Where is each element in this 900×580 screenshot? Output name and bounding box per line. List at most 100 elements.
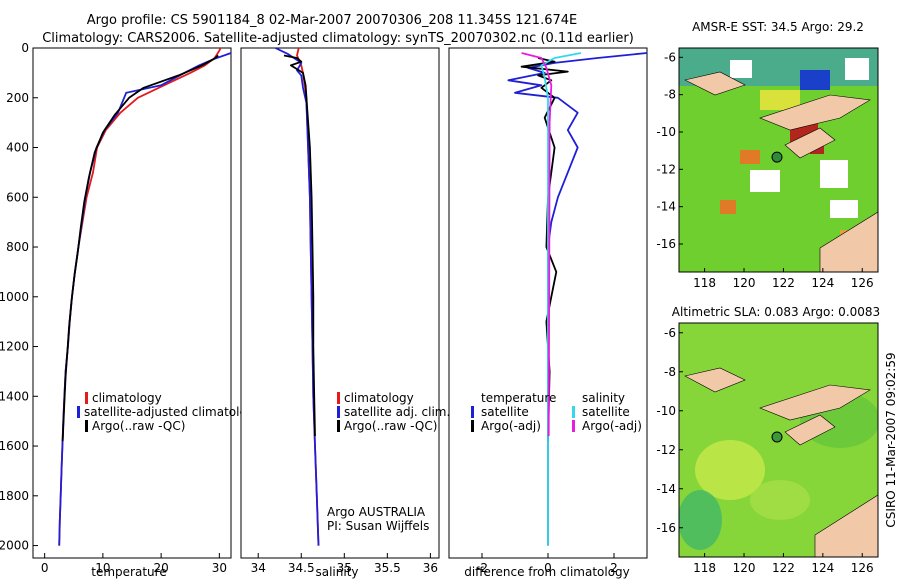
x-tick-label: 30 (212, 561, 227, 575)
sst-hot-cell (720, 200, 736, 214)
sla-high-blob (695, 440, 765, 500)
legend-title-temperature: temperature (481, 391, 556, 405)
y-tick-label: 800 (6, 240, 29, 254)
map-x-tick-label: 124 (811, 561, 834, 575)
x-tick-label: 35 (337, 561, 352, 575)
map-x-tick-label: 120 (733, 561, 756, 575)
header-line-2: Climatology: CARS2006. Satellite-adjuste… (42, 31, 634, 46)
sst-missing-cell (750, 170, 780, 192)
salinity-panel: 34 34.5 35 35.5 36 salinity climatology sate… (240, 47, 450, 579)
series-line-argo-raw-qc- (283, 54, 316, 437)
island-shape (759, 384, 871, 421)
sla-map-panel: Altimetric SLA: 0.083 Argo: 0.0083 118 12… (656, 305, 880, 575)
y-tick-label: 200 (6, 91, 29, 105)
argo-location-marker (771, 151, 783, 163)
sst-warm-cell (760, 90, 800, 110)
difference-lines (507, 52, 647, 546)
map-x-tick-label: 118 (693, 276, 716, 290)
legend-title-salinity: salinity (582, 391, 625, 405)
sla-map-frame (678, 322, 879, 558)
salinity-lines (275, 48, 320, 546)
legend-label-temp-argo: Argo(-adj) (481, 419, 541, 433)
legend-swatch-climatology (85, 392, 88, 404)
y-tick-label: 1400 (0, 389, 29, 403)
legend-label-satellite: satellite adj. clim. (344, 405, 450, 419)
legend-swatch-climatology (337, 392, 340, 404)
x-tick-label: 34.5 (288, 561, 315, 575)
y-tick-label: 1800 (0, 489, 29, 503)
y-tick-label: 400 (6, 141, 29, 155)
map-x-tick-label: 120 (733, 276, 756, 290)
map-y-tick-label: -8 (664, 88, 676, 102)
header-line-1: Argo profile: CS 5901184_8 02-Mar-2007 2… (87, 13, 577, 28)
map-y-tick-label: -16 (656, 237, 676, 251)
temperature-panel: 0 10 20 30 0 200 400 600 800 1000 1200 1400 1600 1800… (0, 41, 262, 579)
legend-label-argo: Argo(..raw -QC) (92, 419, 185, 433)
x-tick-label: 20 (153, 561, 168, 575)
sst-missing-cell (845, 58, 869, 80)
legend-label-satellite: satellite-adjusted climatology (84, 405, 262, 419)
map-x-tick-label: 122 (772, 561, 795, 575)
map-y-tick-label: -14 (656, 482, 676, 496)
sla-low-blob (679, 490, 722, 550)
y-tick-label: 2000 (0, 539, 29, 553)
difference-legend: temperature satellite Argo(-adj) salinit… (471, 391, 642, 433)
island-shape (684, 367, 746, 393)
map-x-tick-label: 126 (851, 276, 874, 290)
temperature-ticks: 0 10 20 30 0 200 400 600 800 1000 1200 1400 1600 1800… (0, 41, 227, 575)
legend-swatch-sal-satellite (572, 406, 575, 418)
island-shape (684, 71, 746, 96)
difference-ticks: -2 0 2 (476, 553, 618, 575)
temperature-lines (58, 48, 231, 546)
pi-annotation: PI: Susan Wijffels (327, 519, 429, 533)
map-y-tick-label: -6 (664, 326, 676, 340)
sst-missing-cell (830, 200, 858, 218)
sst-cold-cell (800, 70, 830, 90)
australia-coast (814, 494, 878, 557)
map-y-tick-label: -16 (656, 521, 676, 535)
legend-swatch-argo (337, 420, 340, 432)
difference-panel: -2 0 2 difference from climatology tempera… (448, 47, 648, 579)
difference-xlabel: difference from climatology (464, 565, 630, 579)
legend-label-climatology: climatology (92, 391, 162, 405)
temperature-plot-frame (32, 47, 232, 559)
map-x-tick-label: 124 (811, 276, 834, 290)
series-line-argo-raw-qc- (61, 54, 219, 442)
map-y-tick-label: -6 (664, 50, 676, 64)
salinity-ticks: 34 34.5 35 35.5 36 (251, 553, 438, 575)
legend-label-sal-satellite: satellite (582, 405, 630, 419)
island-shape (759, 94, 871, 131)
argo-program-annotation: Argo AUSTRALIA (327, 505, 426, 519)
argo-location-marker (771, 431, 783, 443)
legend-label-argo: Argo(..raw -QC) (344, 419, 437, 433)
x-tick-label: -2 (476, 561, 488, 575)
x-tick-label: 36 (423, 561, 438, 575)
map-y-tick-label: -10 (656, 125, 676, 139)
legend-swatch-temp-argo (471, 420, 474, 432)
x-tick-label: 2 (610, 561, 618, 575)
map-y-tick-label: -8 (664, 365, 676, 379)
sla-high-blob (750, 480, 810, 520)
sst-hot-cell (740, 150, 760, 164)
legend-swatch-satellite (337, 406, 340, 418)
temperature-legend: climatology satellite-adjusted climatolo… (77, 391, 262, 433)
sst-map-panel: AMSR-E SST: 34.5 Argo: 29.2 118 120 122 124… (656, 20, 879, 290)
y-tick-label: 1200 (0, 340, 29, 354)
legend-swatch-temp-satellite (471, 406, 474, 418)
map-x-tick-label: 126 (851, 561, 874, 575)
salinity-legend: climatology satellite adj. clim. Argo(..… (337, 391, 450, 433)
map-x-tick-label: 118 (693, 561, 716, 575)
map-y-tick-label: -10 (656, 404, 676, 418)
map-y-tick-label: -12 (656, 162, 676, 176)
series-line-salinity-argo-adj- (521, 52, 553, 437)
csiro-credit: CSIRO 11-Mar-2007 09:02:59 (884, 352, 898, 527)
y-tick-label: 1600 (0, 439, 29, 453)
sla-map-title: Altimetric SLA: 0.083 Argo: 0.0083 (672, 305, 880, 319)
map-x-tick-label: 122 (772, 276, 795, 290)
legend-swatch-sal-argo (572, 420, 575, 432)
island-shape (784, 127, 836, 159)
y-tick-label: 600 (6, 190, 29, 204)
salinity-plot-frame (240, 47, 440, 559)
australia-coast (819, 211, 878, 272)
